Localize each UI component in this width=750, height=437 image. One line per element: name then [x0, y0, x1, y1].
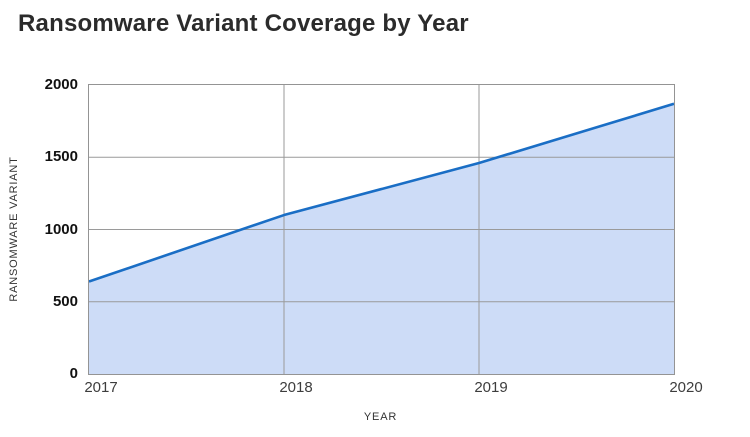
y-tick-label: 1000	[44, 220, 78, 238]
x-tick-label: 2020	[669, 379, 703, 396]
area-fill	[89, 103, 674, 374]
plot-area	[88, 84, 675, 375]
chart-title: Ransomware Variant Coverage by Year	[18, 10, 469, 37]
y-tick-label: 1500	[44, 148, 78, 166]
x-tick-label: 2018	[279, 379, 313, 396]
x-axis-title: YEAR	[363, 411, 398, 423]
data-line	[89, 102, 674, 283]
area-series-canvas	[89, 85, 674, 374]
x-tick-label: 2017	[84, 379, 118, 396]
x-tick-label: 2019	[474, 379, 508, 396]
y-tick-label: 2000	[44, 76, 78, 93]
y-tick-label: 500	[52, 292, 78, 310]
y-tick-label: 0	[69, 365, 78, 382]
